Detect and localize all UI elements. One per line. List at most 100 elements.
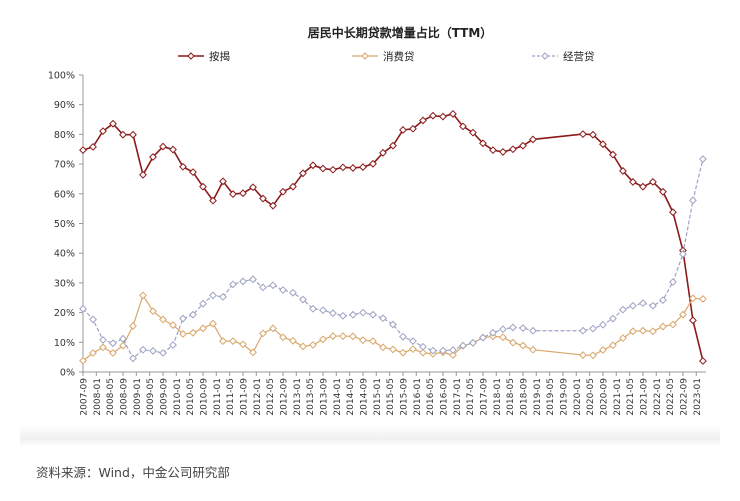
- data-point: [489, 146, 497, 155]
- data-point: [189, 168, 197, 177]
- data-point: [429, 346, 437, 355]
- legend: 按揭 消费贷 经营贷: [178, 50, 595, 63]
- data-point: [639, 299, 647, 308]
- data-point: [639, 326, 647, 335]
- data-point: [259, 283, 267, 292]
- data-point: [319, 335, 327, 344]
- data-point: [89, 349, 97, 357]
- data-point: [209, 291, 217, 300]
- data-point: [469, 338, 477, 347]
- x-tick-label: 2019-05: [546, 378, 556, 416]
- data-point: [249, 183, 257, 192]
- data-point: [689, 316, 697, 325]
- data-point: [309, 161, 317, 170]
- data-point: [389, 345, 397, 354]
- data-point: [219, 177, 227, 186]
- data-point: [199, 324, 207, 333]
- data-point: [389, 141, 397, 150]
- data-point: [369, 337, 377, 346]
- x-tick-label: 2022-01: [653, 378, 663, 416]
- x-tick-label: 2011-01: [213, 378, 223, 416]
- data-point: [99, 343, 107, 352]
- data-point: [349, 164, 357, 172]
- y-tick-label: 30%: [54, 278, 75, 289]
- x-tick-label: 2011-05: [226, 378, 236, 416]
- data-point: [489, 328, 497, 337]
- data-point: [379, 314, 387, 323]
- data-point: [639, 182, 647, 191]
- data-point: [179, 162, 187, 171]
- data-point: [249, 275, 257, 284]
- data-point: [299, 342, 307, 351]
- data-point: [139, 170, 147, 179]
- data-point: [329, 309, 337, 318]
- data-point: [289, 182, 297, 191]
- data-point: [169, 341, 177, 349]
- x-tick-label: 2010-09: [199, 378, 209, 416]
- x-tick-label: 2011-09: [239, 378, 249, 416]
- data-point: [409, 345, 417, 354]
- data-point: [349, 310, 357, 319]
- x-tick-label: 2013-05: [306, 378, 316, 416]
- data-point: [159, 349, 167, 357]
- x-tick-label: 2012-01: [253, 378, 263, 416]
- data-point: [649, 178, 657, 186]
- data-point: [519, 141, 527, 150]
- data-point: [149, 347, 157, 355]
- data-point: [649, 327, 657, 336]
- data-point: [629, 178, 637, 186]
- data-point: [149, 153, 157, 161]
- data-point: [329, 165, 337, 174]
- x-tick-label: 2015-01: [373, 378, 383, 416]
- x-tick-label: 2019-09: [559, 378, 569, 416]
- data-point: [519, 324, 527, 332]
- data-point: [269, 324, 277, 333]
- data-point: [169, 145, 177, 154]
- chart-title: 居民中长期贷款增量占比（TTM）: [308, 25, 493, 40]
- data-point: [129, 130, 137, 139]
- x-tick-label: 2013-09: [319, 378, 329, 416]
- data-point: [409, 337, 417, 346]
- legend-marker-icon: [187, 52, 195, 60]
- data-point: [449, 346, 457, 354]
- data-point: [659, 296, 667, 305]
- data-point: [479, 139, 487, 148]
- data-point: [289, 288, 297, 297]
- data-point: [589, 351, 597, 360]
- data-point: [139, 291, 147, 300]
- data-point: [159, 315, 167, 324]
- chart-shadow: [20, 425, 720, 447]
- data-point: [269, 201, 277, 210]
- data-point: [229, 337, 237, 346]
- x-tick-label: 2009-09: [159, 378, 169, 416]
- x-tick-label: 2019-01: [533, 378, 543, 416]
- data-point: [309, 341, 317, 349]
- data-point: [189, 328, 197, 337]
- y-tick-label: 20%: [54, 308, 75, 319]
- x-tick-label: 2007-09: [80, 378, 90, 416]
- data-point: [459, 122, 467, 131]
- data-point: [299, 169, 307, 178]
- data-point: [629, 301, 637, 310]
- data-point: [429, 111, 437, 120]
- x-tick-label: 2020-05: [586, 378, 596, 416]
- y-tick-label: 50%: [54, 219, 75, 230]
- x-tick-label: 2008-01: [93, 378, 103, 416]
- data-point: [339, 311, 347, 320]
- data-point: [699, 155, 707, 163]
- data-point: [679, 310, 687, 319]
- data-point: [449, 351, 457, 359]
- data-point: [439, 112, 447, 121]
- data-point: [309, 304, 317, 313]
- data-point: [679, 250, 687, 258]
- x-tick-label: 2022-05: [666, 378, 676, 416]
- data-point: [89, 315, 97, 324]
- data-point: [529, 135, 537, 144]
- data-point: [359, 163, 367, 171]
- x-tick-label: 2016-01: [413, 378, 423, 416]
- data-point: [369, 159, 377, 168]
- x-tick-label: 2018-05: [506, 378, 516, 416]
- data-point: [669, 320, 677, 329]
- data-point: [499, 333, 507, 342]
